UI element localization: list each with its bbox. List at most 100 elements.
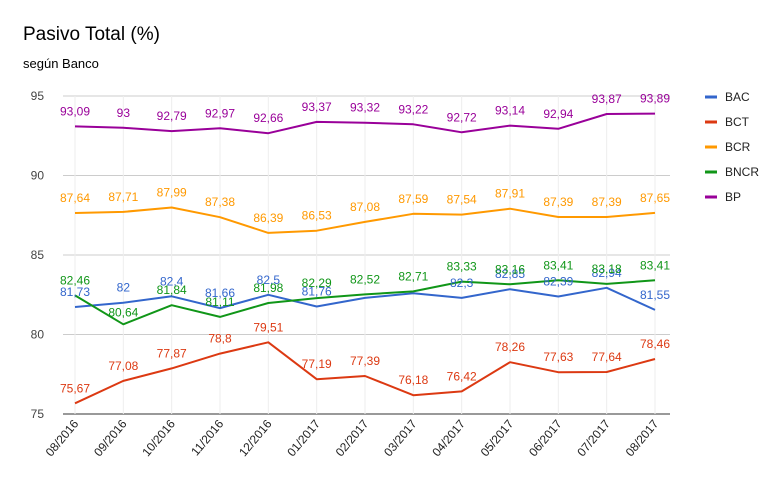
y-tick-label: 80 xyxy=(31,328,45,342)
data-label-bac: 81,55 xyxy=(640,288,670,302)
data-label-bncr: 82,71 xyxy=(398,269,428,283)
series-line-bct xyxy=(74,341,656,405)
data-label-bncr: 83,18 xyxy=(592,262,622,276)
data-label-bp: 92,97 xyxy=(205,106,235,120)
data-label-bct: 78,46 xyxy=(640,337,670,351)
data-label-bac: 81,76 xyxy=(302,285,332,299)
data-label-bp: 93,14 xyxy=(495,104,525,118)
data-label-bcr: 86,39 xyxy=(253,211,283,225)
data-label-bac: 82,85 xyxy=(495,267,525,281)
data-label-bct: 77,08 xyxy=(108,359,138,373)
data-label-bcr: 86,53 xyxy=(302,209,332,223)
y-tick-label: 75 xyxy=(31,407,45,421)
data-label-bncr: 83,41 xyxy=(640,258,670,272)
x-tick-label: 11/2016 xyxy=(188,417,226,459)
data-label-bac: 82,39 xyxy=(543,274,573,288)
x-axis: 08/2016 09/2016 10/2016 11/2016 12/2016 01/20… xyxy=(43,417,662,459)
data-label-bac: 82,94 xyxy=(592,266,622,280)
data-label-bcr: 87,39 xyxy=(543,195,573,209)
data-label-bncr: 82,46 xyxy=(60,273,90,287)
legend: BAC BCT BCR BNCR BP xyxy=(705,90,759,204)
data-label-bct: 75,67 xyxy=(60,381,90,395)
data-label-bncr: 81,98 xyxy=(253,281,283,295)
legend-label-bac: BAC xyxy=(725,90,750,104)
data-label-bncr: 83,33 xyxy=(447,260,477,274)
data-label-bct: 77,64 xyxy=(592,350,622,364)
series-line-bp xyxy=(74,112,656,135)
x-tick-label: 06/2017 xyxy=(526,417,565,459)
data-label-bp: 92,66 xyxy=(253,111,283,125)
legend-label-bncr: BNCR xyxy=(725,165,759,179)
x-tick-label: 10/2016 xyxy=(139,417,178,459)
data-label-bp: 92,72 xyxy=(447,110,477,124)
data-label-bp: 93,37 xyxy=(302,100,332,114)
y-tick-label: 85 xyxy=(31,248,45,262)
x-tick-label: 02/2017 xyxy=(333,417,372,459)
legend-label-bp: BP xyxy=(725,190,741,204)
y-axis: 75 80 85 90 95 xyxy=(31,89,45,421)
data-label-bac: 81,73 xyxy=(60,285,90,299)
data-label-bp: 93,87 xyxy=(592,92,622,106)
data-label-bcr: 87,59 xyxy=(398,192,428,206)
data-label-bcr: 87,54 xyxy=(447,193,477,207)
data-label-bct: 77,39 xyxy=(350,354,380,368)
chart-title: Pasivo Total (%) xyxy=(23,24,160,45)
x-tick-label: 07/2017 xyxy=(574,417,613,459)
data-label-bncr: 80,64 xyxy=(108,305,138,319)
data-label-bp: 93,32 xyxy=(350,101,380,115)
data-label-bct: 77,87 xyxy=(157,346,187,360)
gridlines xyxy=(63,95,670,415)
x-tick-label: 08/2016 xyxy=(43,417,82,459)
y-tick-label: 90 xyxy=(31,169,45,183)
data-label-bac: 82,5 xyxy=(257,273,281,287)
data-label-bp: 93,09 xyxy=(60,104,90,118)
x-tick-label: 01/2017 xyxy=(284,417,323,459)
data-label-bcr: 87,91 xyxy=(495,187,525,201)
data-label-bp: 93,89 xyxy=(640,92,670,106)
data-label-bp: 92,79 xyxy=(157,109,187,123)
data-label-bcr: 87,65 xyxy=(640,191,670,205)
data-label-bcr: 87,08 xyxy=(350,200,380,214)
x-tick-label: 09/2016 xyxy=(91,417,130,459)
data-label-bncr: 81,11 xyxy=(205,295,234,309)
data-label-bncr: 83,16 xyxy=(495,262,525,276)
data-label-bncr: 83,41 xyxy=(543,258,573,272)
legend-label-bcr: BCR xyxy=(725,140,751,154)
data-label-bcr: 87,64 xyxy=(60,191,90,205)
data-label-bct: 78,26 xyxy=(495,340,525,354)
data-label-bac: 81,66 xyxy=(205,286,235,300)
x-tick-label: 12/2016 xyxy=(236,417,275,459)
data-label-bp: 93,22 xyxy=(398,102,428,116)
series-line-bncr xyxy=(74,279,656,326)
data-label-bp: 92,94 xyxy=(543,107,573,121)
data-label-bncr: 82,29 xyxy=(302,276,332,290)
data-label-bncr: 81,84 xyxy=(157,283,187,297)
data-label-bcr: 87,39 xyxy=(592,195,622,209)
data-label-bcr: 87,38 xyxy=(205,195,235,209)
data-label-bct: 76,18 xyxy=(398,373,428,387)
x-tick-label: 05/2017 xyxy=(478,417,517,459)
x-tick-label: 03/2017 xyxy=(381,417,420,459)
data-label-bct: 77,19 xyxy=(302,357,332,371)
series-line-bac xyxy=(74,286,656,311)
data-labels: 81,73 82 82,4 81,66 82,5 81,76 82,3 82,85 82,39 8… xyxy=(60,92,670,396)
data-label-bct: 77,63 xyxy=(543,350,573,364)
x-tick-label: 08/2017 xyxy=(623,417,662,459)
series-lines xyxy=(74,112,656,405)
data-label-bct: 78,8 xyxy=(208,332,232,346)
data-label-bct: 79,51 xyxy=(253,320,283,334)
data-label-bac: 82,3 xyxy=(450,276,474,290)
data-label-bp: 93 xyxy=(117,106,131,120)
data-label-bac: 82 xyxy=(117,281,131,295)
data-label-bct: 76,42 xyxy=(447,369,477,383)
data-label-bcr: 87,71 xyxy=(108,190,138,204)
x-tick-label: 04/2017 xyxy=(429,417,468,459)
series-line-bcr xyxy=(74,206,656,234)
legend-label-bct: BCT xyxy=(725,115,750,129)
data-label-bncr: 82,52 xyxy=(350,272,380,286)
y-tick-label: 95 xyxy=(31,89,45,103)
chart-subtitle: según Banco xyxy=(23,56,99,71)
data-label-bcr: 87,99 xyxy=(157,185,187,199)
data-label-bac: 82,4 xyxy=(160,274,184,288)
